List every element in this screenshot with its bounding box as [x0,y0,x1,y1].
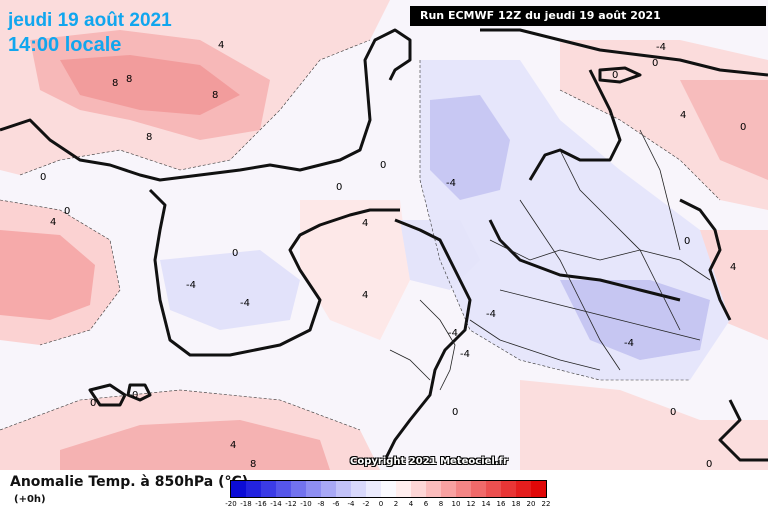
contour-label: 0 [40,172,46,183]
contour-label: -4 [656,42,666,53]
country-borders [389,129,711,391]
scale-tick-label: 14 [481,500,491,508]
scale-tick-label: 4 [408,500,414,508]
cool-anomaly-areas [160,60,730,380]
color-swatch [426,481,441,497]
coastlines [0,28,768,462]
scale-tick-label: 20 [526,500,536,508]
scale-tick-label: -6 [332,500,340,508]
color-scale [230,480,547,498]
color-swatch [246,481,261,497]
contour-label: 4 [218,40,224,51]
color-swatch [321,481,336,497]
color-swatch [441,481,456,497]
contour-label: -4 [460,349,470,360]
isotherm-lines [0,39,721,431]
scale-tick-label: -2 [362,500,370,508]
contour-label: 8 [126,74,132,85]
color-swatch [396,481,411,497]
color-scale-ticks: -20 -18 -16 -14 -12 -10 -8 -6 -4 -2 0 2 4 6 8 10 12 14 16 1… [225,500,570,512]
scale-tick-label: 0 [378,500,384,508]
color-swatch [366,481,381,497]
scale-tick-label: 8 [438,500,444,508]
hour-title: 14:00 locale [8,34,122,56]
run-banner: Run ECMWF 12Z du jeudi 19 août 2021 [410,6,766,26]
contour-label: 0 [380,160,386,171]
contour-label: 0 [670,407,676,418]
color-swatch [486,481,501,497]
color-swatch [306,481,321,497]
scale-tick-label: 16 [496,500,506,508]
scale-tick-label: 2 [393,500,399,508]
contour-label: 0 [132,390,138,401]
forecast-step: (+0h) [14,494,46,505]
warm-anomaly-areas [0,0,768,470]
color-swatch [471,481,486,497]
contour-label: 0 [336,182,342,193]
contour-label: 0 [684,236,690,247]
contour-label: 0 [652,58,658,69]
contour-label: -4 [186,280,196,291]
contour-label: 4 [362,218,368,229]
contour-label: 8 [112,78,118,89]
contour-label: -4 [486,309,496,320]
color-swatch [516,481,531,497]
contour-label: 0 [232,248,238,259]
contour-label: 0 [740,122,746,133]
color-swatch [381,481,396,497]
contour-label: 8 [250,459,256,470]
scale-tick-label: 12 [466,500,476,508]
contour-label: -4 [446,178,456,189]
scale-tick-label: -20 [225,500,237,508]
contour-label: 8 [212,90,218,101]
scale-tick-label: -10 [300,500,312,508]
color-swatch [531,481,546,497]
contour-label: 4 [362,290,368,301]
contour-label: 4 [50,217,56,228]
scale-tick-label: 18 [511,500,521,508]
scale-tick-label: -14 [270,500,282,508]
date-title: jeudi 19 août 2021 [8,10,172,31]
contour-labels: 0 0 0 0 0 0 0 0 0 0 0 0 0 0 0 4 4 4 4 4 … [40,18,746,470]
field-title: Anomalie Temp. à 850hPa (°C) [10,474,249,490]
contour-label: 0 [706,459,712,470]
color-swatch [261,481,276,497]
contour-label: -4 [624,338,634,349]
color-swatch [291,481,306,497]
contour-label: 0 [90,398,96,409]
color-swatch [411,481,426,497]
color-swatch [351,481,366,497]
color-swatch [231,481,246,497]
color-swatch [456,481,471,497]
contour-label: 4 [680,110,686,121]
scale-tick-label: -16 [255,500,267,508]
contour-label: -4 [240,298,250,309]
scale-tick-label: -8 [317,500,325,508]
contour-label: 0 [612,70,618,81]
copyright-text: Copyright 2021 Meteociel.fr [350,456,508,467]
scale-tick-label: -12 [285,500,297,508]
scale-tick-label: 6 [423,500,429,508]
contour-label: -4 [448,328,458,339]
scale-tick-label: 22 [541,500,551,508]
scale-tick-label: -4 [347,500,355,508]
anomaly-map: 0 0 0 0 0 0 0 0 0 0 0 0 0 0 0 4 4 4 4 4 … [0,0,768,470]
contour-label: 0 [64,206,70,217]
scale-tick-label: -18 [240,500,252,508]
scale-tick-label: 10 [451,500,461,508]
color-swatch [336,481,351,497]
contour-label: 4 [730,262,736,273]
contour-label: 4 [230,440,236,451]
contour-label: 0 [452,407,458,418]
color-swatch [276,481,291,497]
contour-label: 8 [146,132,152,143]
color-swatch [501,481,516,497]
